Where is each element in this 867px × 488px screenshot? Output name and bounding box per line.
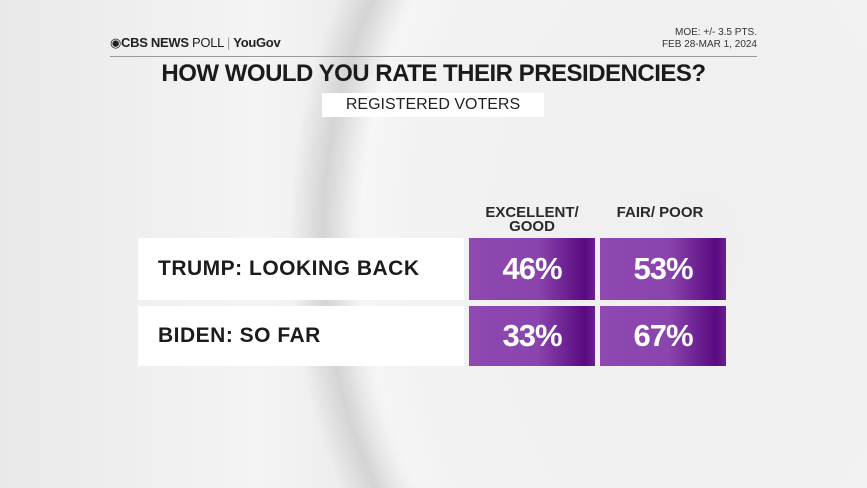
partner-name: YouGov	[233, 35, 281, 50]
column-header-fair-poor: FAIR/ POOR	[616, 204, 704, 221]
cell-trump-excellent-good: 46%	[469, 238, 595, 300]
row-label-biden: BIDEN: SO FAR	[138, 306, 464, 366]
cbs-eye-icon: ◉	[110, 35, 122, 50]
cell-trump-fair-poor: 53%	[600, 238, 726, 300]
chart-subtitle: REGISTERED VOTERS	[322, 93, 544, 117]
divider	[110, 56, 757, 57]
brand-logo: ◉CBS NEWS POLL | YouGov	[110, 35, 281, 51]
brand-name: CBS NEWS	[121, 35, 189, 50]
cell-biden-fair-poor: 67%	[600, 306, 726, 366]
chart-title: HOW WOULD YOU RATE THEIR PRESIDENCIES?	[161, 60, 706, 87]
moe-block: MOE: +/- 3.5 PTS. FEB 28-MAR 1, 2024	[600, 27, 757, 51]
column-header-excellent-good: EXCELLENT/ GOOD	[485, 204, 579, 235]
dates-text: FEB 28-MAR 1, 2024	[661, 39, 757, 50]
brand-separator: |	[226, 35, 230, 50]
moe-text: MOE: +/- 3.5 PTS.	[675, 27, 757, 38]
cell-biden-excellent-good: 33%	[469, 306, 595, 366]
brand-suffix: POLL	[192, 35, 224, 50]
row-label-trump: TRUMP: LOOKING BACK	[138, 238, 464, 300]
